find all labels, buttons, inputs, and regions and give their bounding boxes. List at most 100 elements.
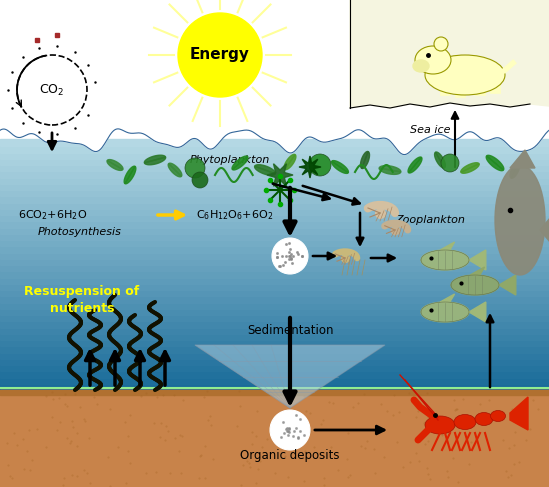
Polygon shape — [495, 165, 545, 275]
Bar — [0, 258, 549, 265]
Polygon shape — [332, 161, 348, 173]
Bar — [0, 314, 549, 321]
Bar — [490, 73, 500, 93]
Polygon shape — [169, 163, 182, 176]
Polygon shape — [510, 397, 528, 430]
Polygon shape — [511, 162, 520, 178]
Bar — [0, 183, 549, 190]
Bar — [0, 151, 549, 159]
Bar — [0, 301, 549, 309]
Text: Photosynthesis: Photosynthesis — [38, 227, 122, 237]
Bar — [0, 339, 549, 346]
Circle shape — [270, 410, 310, 450]
Polygon shape — [470, 267, 485, 275]
Bar — [0, 283, 549, 290]
Bar — [0, 289, 549, 296]
Polygon shape — [461, 163, 479, 172]
Bar — [0, 158, 549, 165]
Polygon shape — [421, 302, 469, 322]
Polygon shape — [486, 155, 504, 170]
Ellipse shape — [415, 46, 451, 74]
Bar — [0, 383, 549, 390]
Text: Sea ice: Sea ice — [410, 125, 450, 135]
Polygon shape — [195, 345, 385, 408]
Polygon shape — [379, 166, 401, 172]
Bar — [0, 326, 549, 334]
Bar — [455, 77, 465, 97]
Circle shape — [309, 154, 331, 176]
Polygon shape — [510, 162, 519, 178]
Bar — [0, 390, 549, 395]
Ellipse shape — [425, 55, 505, 95]
Circle shape — [272, 238, 308, 274]
Text: 6CO$_2$+6H$_2$O: 6CO$_2$+6H$_2$O — [18, 208, 87, 222]
Circle shape — [185, 158, 205, 178]
Polygon shape — [379, 168, 401, 174]
Ellipse shape — [490, 411, 506, 422]
Polygon shape — [435, 152, 445, 168]
Bar — [0, 164, 549, 171]
Bar — [0, 264, 549, 271]
Bar — [0, 0, 549, 140]
Text: C$_6$H$_{12}$O$_6$+6O$_2$: C$_6$H$_{12}$O$_6$+6O$_2$ — [196, 208, 273, 222]
Bar — [440, 75, 450, 95]
Polygon shape — [486, 156, 503, 170]
Polygon shape — [408, 157, 422, 173]
Bar — [0, 333, 549, 340]
Text: Phytoplankton: Phytoplankton — [190, 155, 270, 165]
Bar — [0, 233, 549, 240]
Polygon shape — [469, 302, 486, 322]
Bar — [0, 220, 549, 227]
Bar — [0, 239, 549, 246]
Polygon shape — [267, 164, 293, 186]
Bar — [0, 202, 549, 209]
Bar — [0, 245, 549, 252]
Polygon shape — [451, 275, 499, 295]
Polygon shape — [232, 156, 248, 169]
Bar — [0, 352, 549, 359]
Circle shape — [178, 13, 262, 97]
Polygon shape — [510, 150, 535, 168]
Polygon shape — [469, 250, 486, 270]
Polygon shape — [232, 157, 248, 170]
Bar — [0, 176, 549, 184]
Text: Organic deposits: Organic deposits — [240, 449, 340, 462]
Polygon shape — [540, 200, 549, 260]
Bar — [0, 390, 549, 487]
Circle shape — [192, 172, 208, 188]
Ellipse shape — [454, 414, 476, 430]
Bar — [0, 295, 549, 302]
Bar — [0, 370, 549, 377]
Bar — [0, 226, 549, 234]
Polygon shape — [125, 167, 136, 184]
Polygon shape — [124, 166, 135, 184]
Bar — [0, 145, 549, 152]
Polygon shape — [408, 157, 422, 173]
Bar — [0, 320, 549, 327]
Polygon shape — [107, 161, 123, 170]
Polygon shape — [361, 151, 368, 169]
Polygon shape — [255, 165, 276, 174]
Polygon shape — [144, 155, 166, 163]
Bar — [475, 75, 485, 95]
Polygon shape — [144, 157, 166, 165]
Polygon shape — [255, 166, 276, 175]
Polygon shape — [107, 160, 123, 169]
Polygon shape — [299, 156, 321, 178]
Polygon shape — [499, 275, 516, 295]
Text: Resuspension of
nutrients: Resuspension of nutrients — [24, 285, 139, 315]
Polygon shape — [461, 164, 479, 173]
Polygon shape — [362, 151, 369, 169]
Polygon shape — [168, 164, 181, 177]
Bar — [0, 189, 549, 196]
Bar — [0, 270, 549, 278]
Polygon shape — [350, 0, 549, 108]
Bar — [0, 308, 549, 315]
Text: Energy: Energy — [190, 48, 250, 62]
Text: Sedimentation: Sedimentation — [247, 323, 333, 337]
Bar — [0, 139, 549, 146]
Bar — [0, 345, 549, 353]
Bar — [0, 364, 549, 371]
Ellipse shape — [413, 60, 429, 72]
Bar — [0, 251, 549, 259]
